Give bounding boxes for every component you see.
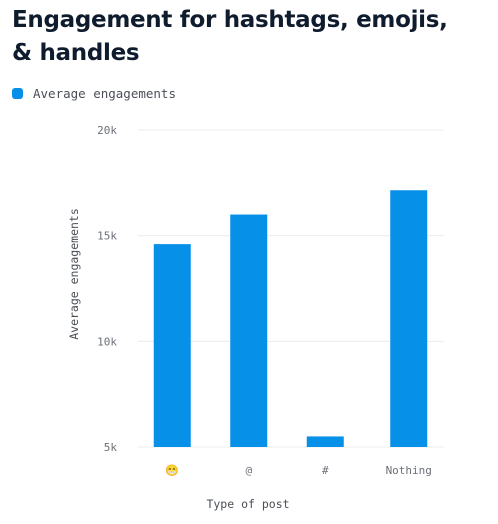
- y-tick-label: 10k: [97, 335, 117, 348]
- bars: [153, 190, 428, 448]
- bar: [390, 190, 428, 448]
- x-tick-label: 😁: [165, 464, 179, 477]
- bar: [306, 436, 344, 447]
- x-tick-label: Nothing: [386, 464, 432, 477]
- bar: [230, 214, 268, 447]
- x-tick-label: #: [322, 464, 329, 477]
- x-axis-ticks: 😁 @ # Nothing: [165, 464, 432, 477]
- legend-label: Average engagements: [33, 86, 176, 101]
- y-axis-label: Average engagements: [67, 208, 81, 340]
- y-tick-label: 20k: [97, 124, 117, 137]
- x-axis-label: Type of post: [206, 497, 289, 511]
- y-tick-label: 5k: [104, 441, 118, 454]
- legend-swatch: [12, 88, 23, 99]
- legend: Average engagements: [12, 86, 176, 101]
- bar: [153, 244, 191, 447]
- x-tick-label: @: [245, 464, 252, 477]
- y-tick-label: 15k: [97, 230, 117, 243]
- y-axis-ticks: 5k 10k 15k 20k: [97, 124, 117, 454]
- chart-title: Engagement for hashtags, emojis, & handl…: [12, 7, 448, 66]
